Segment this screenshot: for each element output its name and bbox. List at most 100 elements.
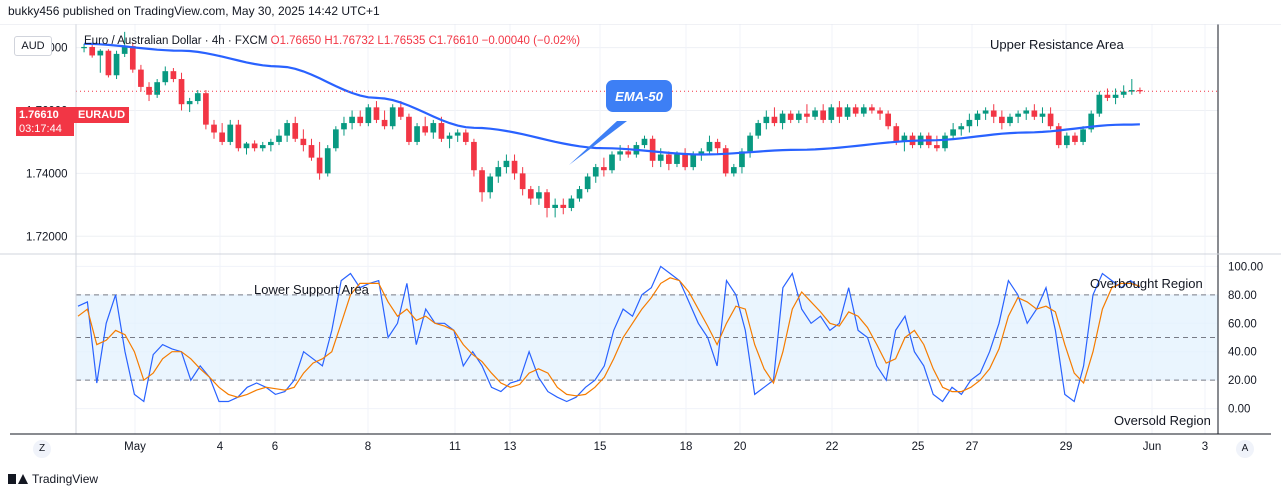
bar-countdown: 03:17:44 xyxy=(16,122,74,136)
candle xyxy=(316,141,323,180)
candle xyxy=(105,49,112,78)
candle xyxy=(1015,110,1021,124)
candle-body xyxy=(121,46,128,54)
ema-callout-box xyxy=(606,80,672,112)
candle-body xyxy=(1007,116,1013,124)
candle-body xyxy=(844,107,851,117)
candle xyxy=(203,90,209,130)
upper-resistance-label: Upper Resistance Area xyxy=(990,37,1124,52)
stochastic-d-line xyxy=(77,277,1141,398)
candle xyxy=(81,43,87,53)
candle xyxy=(511,154,518,180)
candle-body xyxy=(795,113,802,120)
candle xyxy=(414,123,420,146)
candle-body xyxy=(300,138,307,146)
symbol-name: Euro / Australian Dollar · 4h · FXCM xyxy=(84,35,268,47)
candle xyxy=(89,45,96,58)
candle-body xyxy=(552,204,558,208)
candle xyxy=(194,90,201,105)
last-price-value: 1.76610 xyxy=(19,109,59,121)
candle-body xyxy=(1039,113,1046,117)
candle xyxy=(755,119,762,139)
candle xyxy=(365,104,372,127)
candle xyxy=(471,138,477,177)
close-value: C1.76610 xyxy=(428,35,479,47)
candle-body xyxy=(885,113,891,127)
candle-body xyxy=(284,123,290,136)
candle-body xyxy=(625,151,632,155)
candle xyxy=(487,173,494,199)
candle-body xyxy=(860,107,867,114)
candle xyxy=(885,110,891,130)
candle xyxy=(552,198,558,218)
candle-body xyxy=(170,71,177,80)
candle xyxy=(219,123,225,146)
stoch-tick-label: 60.00 xyxy=(1228,318,1257,330)
candle-body xyxy=(576,189,583,199)
candle xyxy=(1072,132,1078,146)
candle xyxy=(584,173,591,193)
candle-body xyxy=(186,101,193,105)
candle-body xyxy=(178,79,185,105)
candle xyxy=(243,141,250,155)
zoom-z-button[interactable]: Z xyxy=(33,440,51,458)
stoch-tick-label: 20.00 xyxy=(1228,375,1257,387)
candle xyxy=(276,129,282,146)
candle-body xyxy=(430,123,437,133)
candle xyxy=(820,104,827,124)
candle xyxy=(860,104,867,117)
candle-body xyxy=(211,124,217,133)
candle-body xyxy=(1055,126,1062,146)
candle xyxy=(251,140,258,152)
candle-body xyxy=(1088,113,1095,130)
candle-body xyxy=(934,145,940,149)
candle xyxy=(170,68,177,83)
auto-scale-button[interactable]: A xyxy=(1236,440,1254,458)
candle xyxy=(138,64,144,92)
candle xyxy=(609,151,615,174)
candle-body xyxy=(942,135,948,149)
candle-body xyxy=(950,129,956,136)
candle-body xyxy=(1080,129,1086,142)
candle xyxy=(235,119,242,152)
candle xyxy=(787,110,794,124)
candle-body xyxy=(397,107,404,117)
candle-body xyxy=(877,110,883,114)
footer-brand-text: TradingView xyxy=(32,472,99,486)
candle xyxy=(942,132,948,152)
candle xyxy=(592,163,599,183)
candle-body xyxy=(235,124,242,149)
candle-body xyxy=(462,132,469,142)
candle-body xyxy=(438,123,445,139)
time-tick-label: 13 xyxy=(504,441,517,453)
candle-body xyxy=(479,170,485,193)
candle xyxy=(958,123,965,136)
candle-body xyxy=(536,192,542,199)
candle xyxy=(462,129,469,146)
candle-body xyxy=(820,110,827,120)
candle xyxy=(121,31,128,58)
price-tick-label: 1.72000 xyxy=(26,231,68,243)
candle xyxy=(1128,79,1135,95)
candle-body xyxy=(194,93,201,102)
last-price-tag: 1.76610 xyxy=(16,107,74,123)
candle xyxy=(950,123,956,139)
candle-body xyxy=(763,116,770,124)
candle xyxy=(722,145,729,177)
candle-body xyxy=(787,113,794,120)
candle-body xyxy=(958,126,965,130)
candle-body xyxy=(414,126,420,142)
candle-body xyxy=(771,116,778,124)
stoch-tick-label: 80.00 xyxy=(1228,290,1257,302)
candle xyxy=(544,189,550,218)
candle-body xyxy=(251,143,258,149)
candle-body xyxy=(601,167,607,171)
candle-body xyxy=(682,154,688,168)
currency-button[interactable]: AUD xyxy=(14,36,52,56)
candle-body xyxy=(1120,91,1127,95)
candle-body xyxy=(268,141,274,146)
candle-body xyxy=(999,116,1005,124)
candle-body xyxy=(755,123,762,136)
candle-body xyxy=(852,107,859,114)
